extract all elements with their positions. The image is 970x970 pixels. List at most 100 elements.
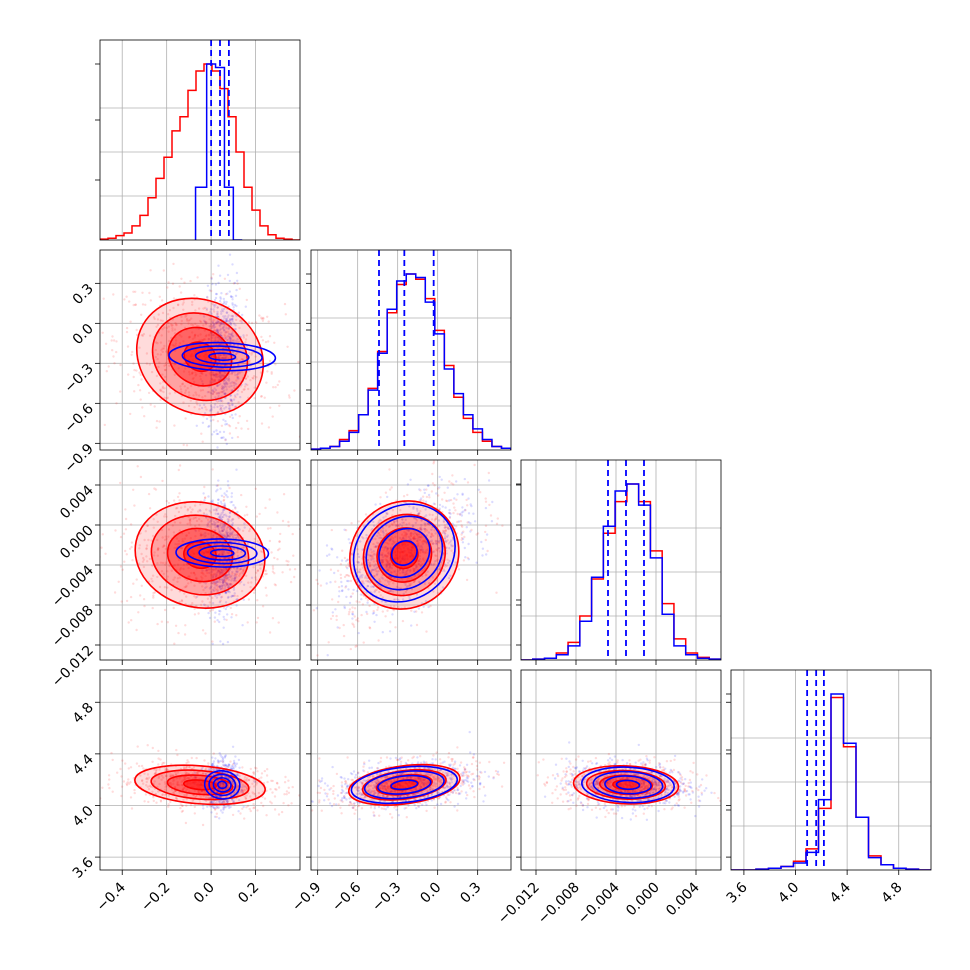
panel-frame	[520, 459, 722, 661]
sample-point	[215, 373, 219, 377]
sample-point	[268, 359, 272, 363]
sample-point	[215, 539, 219, 543]
sample-point	[238, 559, 242, 562]
sample-point	[405, 570, 408, 574]
sample-point	[477, 488, 480, 491]
sample-point	[425, 540, 428, 543]
sample-point	[213, 298, 217, 302]
sample-point	[314, 591, 316, 593]
sample-point	[164, 793, 168, 796]
sample-point	[238, 572, 242, 576]
sample-point	[154, 769, 158, 773]
sample-point	[206, 523, 209, 526]
sample-point	[212, 568, 215, 572]
sample-point	[100, 546, 103, 549]
sample-point	[225, 377, 228, 380]
sample-point	[215, 429, 218, 432]
sample-point	[246, 621, 249, 624]
sample-point	[339, 576, 343, 580]
sample-point	[211, 326, 214, 330]
sample-point	[381, 527, 385, 530]
sample-point	[180, 506, 183, 509]
sample-point	[283, 793, 286, 796]
sample-point	[113, 362, 116, 365]
sample-point	[371, 568, 374, 572]
sample-point	[219, 321, 223, 325]
sample-point	[217, 357, 220, 360]
sample-point	[386, 548, 389, 551]
sample-point	[161, 328, 164, 331]
sample-point	[244, 797, 248, 800]
sample-point	[270, 802, 273, 805]
sample-point	[167, 803, 170, 806]
sample-point	[403, 531, 406, 534]
sample-point	[281, 519, 285, 523]
panel-frame	[99, 459, 301, 661]
sample-point	[226, 330, 229, 334]
sample-point	[176, 782, 179, 785]
sample-point	[236, 785, 239, 789]
sample-point	[225, 582, 229, 585]
red-contour	[135, 297, 265, 416]
sample-point	[229, 322, 232, 325]
sample-point	[221, 390, 224, 393]
sample-point	[265, 774, 269, 777]
sample-point	[140, 584, 143, 587]
sample-point	[419, 499, 423, 502]
sample-point	[230, 398, 233, 402]
sample-point	[223, 364, 226, 367]
sample-point	[147, 492, 151, 496]
sample-point	[222, 495, 226, 499]
sample-point	[188, 335, 192, 339]
sample-point	[223, 328, 226, 332]
sample-point	[169, 773, 172, 776]
sample-point	[234, 570, 238, 573]
sample-point	[447, 527, 450, 530]
sample-point	[389, 546, 393, 549]
sample-point	[388, 488, 392, 491]
sample-point	[157, 365, 160, 369]
sample-point	[217, 281, 220, 285]
sample-point	[348, 601, 352, 605]
sample-point	[235, 379, 238, 382]
sample-point	[367, 580, 370, 583]
sample-point	[145, 547, 148, 551]
sample-point	[111, 790, 114, 793]
sample-point	[181, 788, 185, 791]
sample-point	[244, 338, 248, 341]
sample-point	[440, 478, 443, 481]
sample-point	[276, 558, 279, 561]
sample-point	[416, 544, 420, 548]
sample-point	[224, 806, 227, 809]
sample-point	[210, 582, 213, 585]
sample-point	[216, 580, 220, 584]
sample-point	[219, 297, 222, 300]
sample-point	[206, 391, 210, 394]
sample-point	[119, 767, 122, 771]
sample-point	[219, 640, 222, 643]
sample-point	[236, 510, 239, 514]
sample-point	[210, 522, 214, 526]
sample-point	[213, 523, 217, 527]
sample-point	[419, 550, 422, 553]
sample-point	[155, 768, 158, 771]
sample-point	[214, 546, 217, 550]
sample-point	[300, 775, 302, 777]
red-contour	[349, 500, 460, 610]
sample-point	[378, 518, 382, 521]
sample-point	[267, 320, 270, 323]
sample-point	[437, 541, 441, 544]
sample-point	[227, 424, 230, 427]
panel-frame	[99, 249, 301, 451]
sample-point	[419, 526, 423, 529]
sample-point	[379, 519, 383, 522]
sample-point	[235, 537, 238, 540]
sample-point	[201, 569, 204, 572]
sample-point	[248, 352, 251, 355]
sample-point	[446, 561, 450, 564]
sample-point	[191, 300, 194, 304]
sample-point	[178, 568, 182, 571]
sample-point	[331, 356, 333, 358]
sample-point	[224, 423, 227, 426]
sample-point	[256, 770, 259, 773]
